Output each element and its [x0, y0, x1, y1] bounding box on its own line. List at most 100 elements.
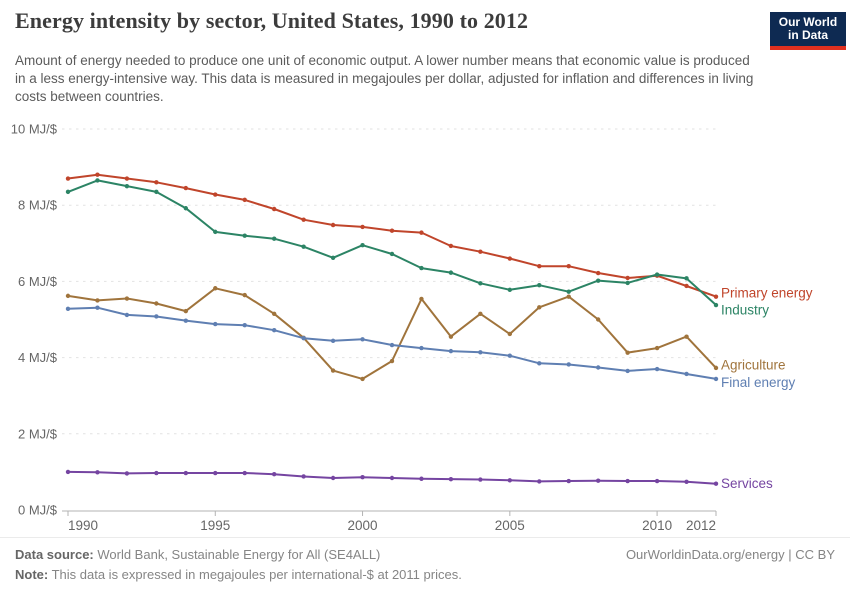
data-point-services-1994[interactable] [183, 470, 189, 476]
data-point-primary-energy-2004[interactable] [478, 249, 483, 254]
data-point-services-1996[interactable] [242, 470, 247, 476]
data-point-primary-energy-2008[interactable] [595, 270, 601, 276]
series-line-industry[interactable] [67, 179, 717, 306]
data-point-agriculture-2003[interactable] [448, 334, 454, 339]
data-point-agriculture-1999[interactable] [330, 368, 336, 373]
data-point-final-energy-1996[interactable] [242, 323, 247, 328]
data-point-agriculture-1990[interactable] [65, 293, 71, 299]
series-label-services[interactable]: Services [721, 476, 773, 491]
data-point-primary-energy-1996[interactable] [242, 197, 247, 203]
data-point-final-energy-2010[interactable] [654, 366, 660, 372]
data-point-primary-energy-2011[interactable] [684, 283, 689, 289]
data-point-final-energy-2006[interactable] [537, 361, 542, 366]
data-point-agriculture-2006[interactable] [537, 305, 542, 310]
series-label-final-energy[interactable]: Final energy [721, 375, 796, 390]
data-point-industry-1996[interactable] [242, 233, 247, 238]
data-point-final-energy-1994[interactable] [183, 318, 189, 323]
data-point-industry-1998[interactable] [301, 244, 306, 249]
data-point-final-energy-2004[interactable] [478, 350, 483, 355]
data-point-agriculture-1997[interactable] [271, 311, 277, 316]
data-point-services-1992[interactable] [124, 471, 130, 476]
data-point-final-energy-2001[interactable] [389, 342, 395, 348]
data-point-agriculture-2004[interactable] [478, 311, 483, 316]
data-point-industry-1999[interactable] [330, 255, 336, 260]
data-point-primary-energy-1999[interactable] [330, 222, 336, 228]
data-point-agriculture-2005[interactable] [507, 331, 513, 337]
data-point-industry-2007[interactable] [566, 289, 571, 294]
data-point-industry-2012[interactable] [713, 302, 719, 308]
data-point-primary-energy-1992[interactable] [124, 176, 130, 181]
data-point-final-energy-2012[interactable] [713, 376, 719, 382]
data-point-services-1993[interactable] [154, 470, 159, 476]
data-point-industry-2005[interactable] [507, 287, 513, 292]
data-point-primary-energy-2012[interactable] [713, 294, 719, 299]
data-point-agriculture-1995[interactable] [213, 286, 218, 291]
data-point-primary-energy-2005[interactable] [507, 256, 513, 261]
owid-logo[interactable]: Our World in Data [770, 12, 846, 50]
data-point-industry-2004[interactable] [478, 281, 483, 286]
data-point-agriculture-2001[interactable] [389, 358, 395, 364]
data-point-services-2003[interactable] [448, 476, 454, 482]
data-point-primary-energy-2009[interactable] [625, 275, 630, 281]
data-point-agriculture-2012[interactable] [713, 365, 719, 371]
data-point-primary-energy-1990[interactable] [65, 176, 71, 181]
data-point-final-energy-1997[interactable] [271, 327, 277, 333]
data-point-agriculture-2007[interactable] [566, 294, 571, 299]
series-label-agriculture[interactable]: Agriculture [721, 357, 786, 372]
data-point-industry-2008[interactable] [595, 278, 601, 283]
data-point-services-1997[interactable] [271, 471, 277, 477]
data-point-services-2007[interactable] [566, 478, 571, 484]
data-point-primary-energy-2000[interactable] [360, 224, 365, 230]
data-point-final-energy-2007[interactable] [566, 362, 571, 367]
data-point-industry-2011[interactable] [684, 276, 689, 281]
data-point-services-1999[interactable] [330, 475, 336, 481]
data-point-services-2012[interactable] [713, 481, 719, 486]
data-point-primary-energy-2006[interactable] [537, 263, 542, 269]
data-point-services-2008[interactable] [595, 478, 601, 483]
data-point-industry-1994[interactable] [183, 206, 189, 211]
data-point-agriculture-2008[interactable] [595, 317, 601, 322]
data-point-industry-1992[interactable] [124, 183, 130, 189]
data-point-final-energy-2000[interactable] [360, 337, 365, 342]
data-point-primary-energy-2002[interactable] [419, 230, 424, 235]
data-point-primary-energy-2003[interactable] [448, 243, 454, 249]
series-label-primary-energy[interactable]: Primary energy [721, 286, 813, 301]
data-point-agriculture-1993[interactable] [154, 301, 159, 306]
data-point-services-2009[interactable] [625, 478, 630, 484]
data-point-services-2011[interactable] [684, 479, 689, 485]
data-point-final-energy-2005[interactable] [507, 353, 513, 358]
data-point-agriculture-1996[interactable] [242, 292, 247, 298]
data-point-agriculture-1992[interactable] [124, 296, 130, 301]
data-point-industry-2003[interactable] [448, 270, 454, 275]
data-point-final-energy-1990[interactable] [65, 306, 71, 312]
data-point-final-energy-2003[interactable] [448, 348, 454, 354]
data-point-final-energy-2002[interactable] [419, 345, 424, 351]
data-point-final-energy-1992[interactable] [124, 312, 130, 318]
data-point-services-1995[interactable] [213, 470, 218, 476]
data-point-industry-2002[interactable] [419, 265, 424, 271]
data-point-industry-2000[interactable] [360, 243, 365, 248]
data-point-agriculture-1991[interactable] [95, 298, 100, 303]
data-point-agriculture-2011[interactable] [684, 334, 689, 339]
data-point-industry-1995[interactable] [213, 229, 218, 235]
data-point-industry-1991[interactable] [95, 178, 100, 183]
data-point-final-energy-2011[interactable] [684, 371, 689, 377]
data-point-services-2006[interactable] [537, 479, 542, 484]
data-point-final-energy-1998[interactable] [301, 335, 306, 341]
data-point-services-2000[interactable] [360, 475, 365, 480]
data-point-primary-energy-1994[interactable] [183, 185, 189, 191]
data-point-agriculture-2010[interactable] [654, 345, 660, 351]
data-point-industry-1990[interactable] [65, 189, 71, 195]
data-point-services-1990[interactable] [65, 469, 71, 475]
series-line-agriculture[interactable] [67, 287, 717, 380]
data-point-services-1991[interactable] [95, 470, 100, 475]
data-point-agriculture-1994[interactable] [183, 308, 189, 314]
data-point-services-2001[interactable] [389, 475, 395, 481]
data-point-industry-2006[interactable] [537, 283, 542, 288]
data-point-industry-1993[interactable] [154, 189, 159, 195]
data-point-primary-energy-1993[interactable] [154, 180, 159, 185]
credit-link[interactable]: OurWorldinData.org/energy | CC BY [625, 547, 835, 562]
data-point-industry-2010[interactable] [654, 272, 660, 277]
series-line-primary-energy[interactable] [67, 173, 717, 298]
